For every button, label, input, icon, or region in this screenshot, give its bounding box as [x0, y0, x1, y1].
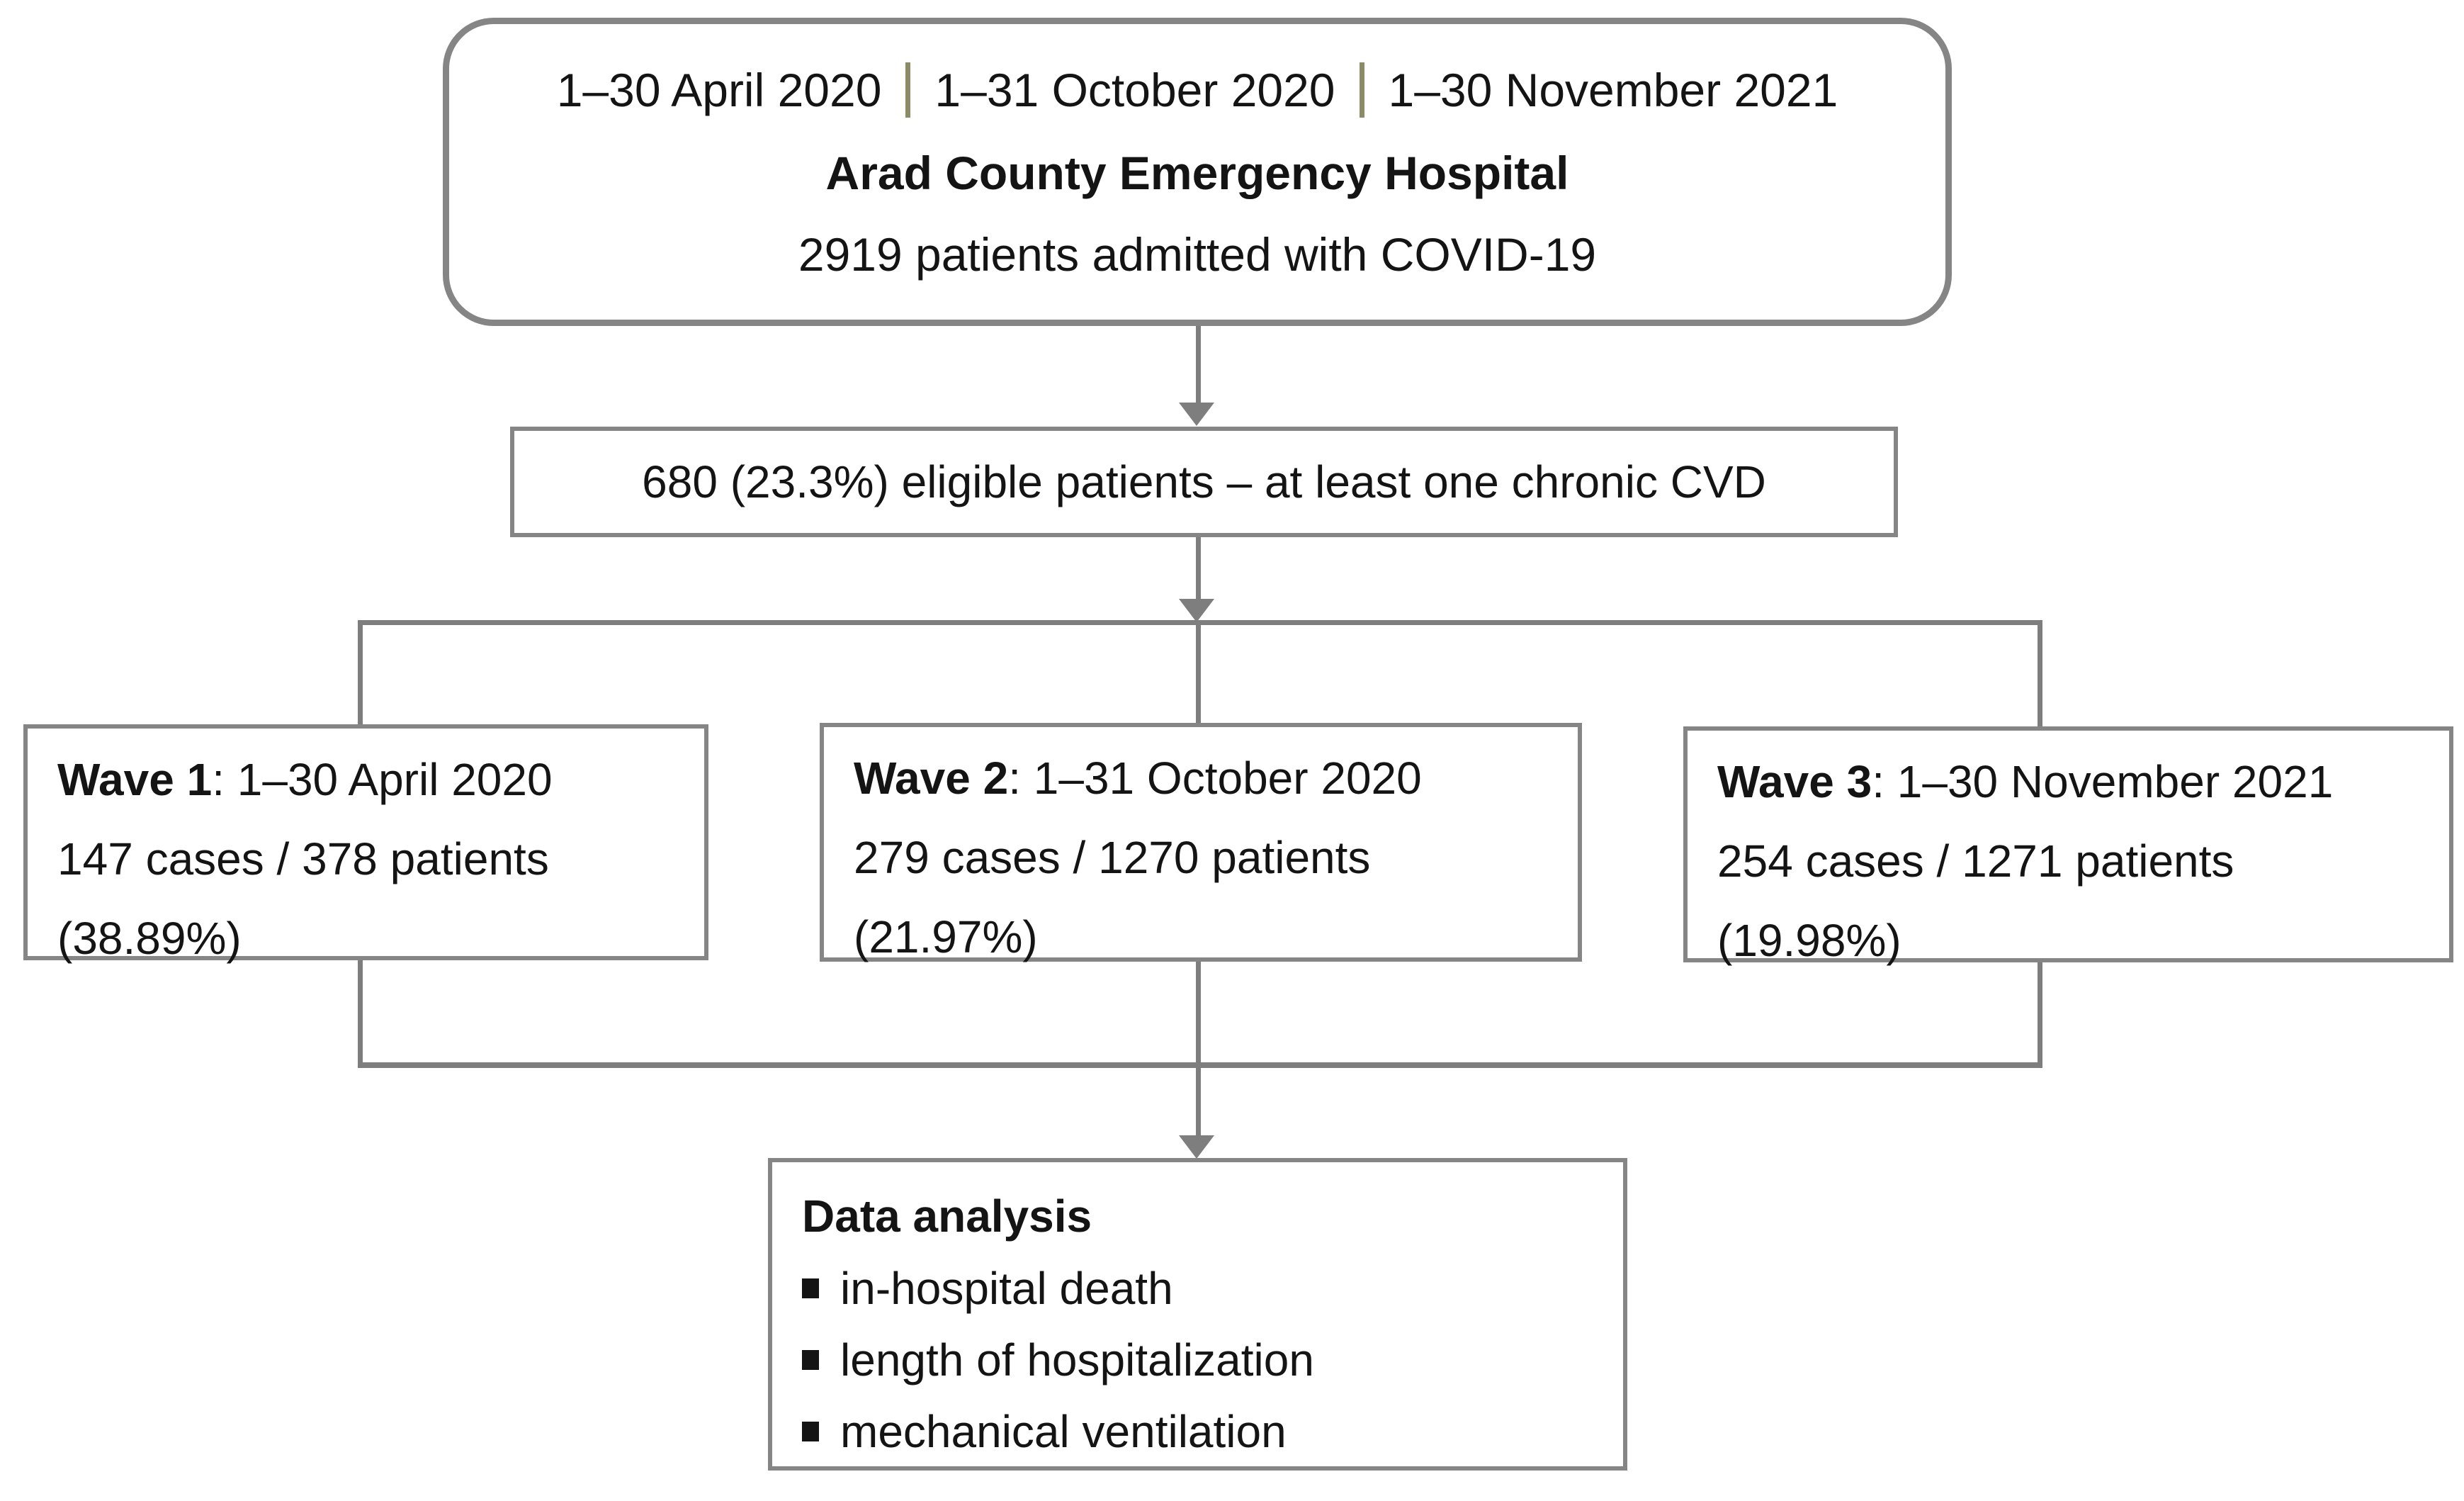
wave-3-heading: Wave 3: 1–30 November 2021: [1717, 742, 2439, 821]
connector-line: [1196, 962, 1201, 1135]
study-periods-line: 1–30 April 2020 1–31 October 2020 1–30 Nov…: [557, 62, 1838, 118]
wave-3-box: Wave 3: 1–30 November 2021 254 cases / 1…: [1683, 726, 2453, 966]
wave-1-box: Wave 1: 1–30 April 2020 147 cases / 378 …: [23, 724, 708, 964]
connector-line: [1196, 625, 1201, 723]
wave-2-period: : 1–31 October 2020: [1008, 753, 1422, 804]
analysis-item-label: length of hospitalization: [840, 1334, 1314, 1385]
analysis-item-label: in-hospital death: [840, 1262, 1173, 1314]
wave-2-heading: Wave 2: 1–31 October 2020: [854, 738, 1568, 818]
analysis-item-label: mechanical ventilation: [840, 1405, 1287, 1457]
wave-3-period: : 1–30 November 2021: [1872, 756, 2334, 807]
connector-line: [358, 960, 363, 1062]
connector-line: [2038, 962, 2042, 1062]
bullet-square-icon: [802, 1278, 819, 1298]
eligible-box: 680 (23.3%) eligible patients – at least…: [510, 427, 1898, 537]
eligible-text: 680 (23.3%) eligible patients – at least…: [642, 456, 1766, 507]
wave-2-box: Wave 2: 1–31 October 2020 279 cases / 12…: [820, 723, 1582, 962]
branch-line: [358, 620, 2042, 625]
separator-bar-icon: [905, 62, 911, 118]
wave-1-period: : 1–30 April 2020: [212, 754, 553, 805]
bullet-square-icon: [802, 1349, 819, 1370]
arrow-down-icon: [1179, 1135, 1214, 1159]
arrow-down-icon: [1179, 599, 1214, 622]
wave-3-cases: 254 cases / 1271 patients: [1717, 836, 2234, 887]
wave-1-label: Wave 1: [57, 754, 213, 805]
wave-2-label: Wave 2: [854, 753, 1009, 804]
study-period-2: 1–31 October 2020: [934, 63, 1335, 116]
wave-2-percentage: (21.97%): [854, 911, 1038, 962]
analysis-item: length of hospitalization: [802, 1324, 1613, 1395]
data-analysis-box: Data analysis in-hospital death length o…: [768, 1158, 1627, 1471]
hospital-name: Arad County Emergency Hospital: [825, 146, 1569, 199]
source-box: 1–30 April 2020 1–31 October 2020 1–30 Nov…: [443, 18, 1952, 326]
connector-line: [2038, 625, 2042, 726]
connector-line: [1196, 537, 1201, 599]
wave-2-cases: 279 cases / 1270 patients: [854, 832, 1371, 883]
wave-1-heading: Wave 1: 1–30 April 2020: [57, 740, 694, 819]
analysis-item: in-hospital death: [802, 1252, 1613, 1324]
separator-bar-icon: [1359, 62, 1364, 118]
data-analysis-title: Data analysis: [802, 1191, 1092, 1242]
wave-3-percentage: (19.98%): [1717, 915, 1901, 966]
bullet-square-icon: [802, 1421, 819, 1441]
admissions-count: 2919 patients admitted with COVID-19: [798, 228, 1597, 281]
connector-line: [1196, 326, 1201, 403]
arrow-down-icon: [1179, 403, 1214, 426]
wave-3-label: Wave 3: [1717, 756, 1872, 807]
study-period-3: 1–30 November 2021: [1388, 63, 1838, 116]
wave-1-percentage: (38.89%): [57, 913, 242, 964]
connector-line: [358, 625, 363, 724]
study-period-1: 1–30 April 2020: [556, 63, 882, 116]
analysis-item: mechanical ventilation: [802, 1395, 1613, 1467]
wave-1-cases: 147 cases / 378 patients: [57, 833, 549, 884]
